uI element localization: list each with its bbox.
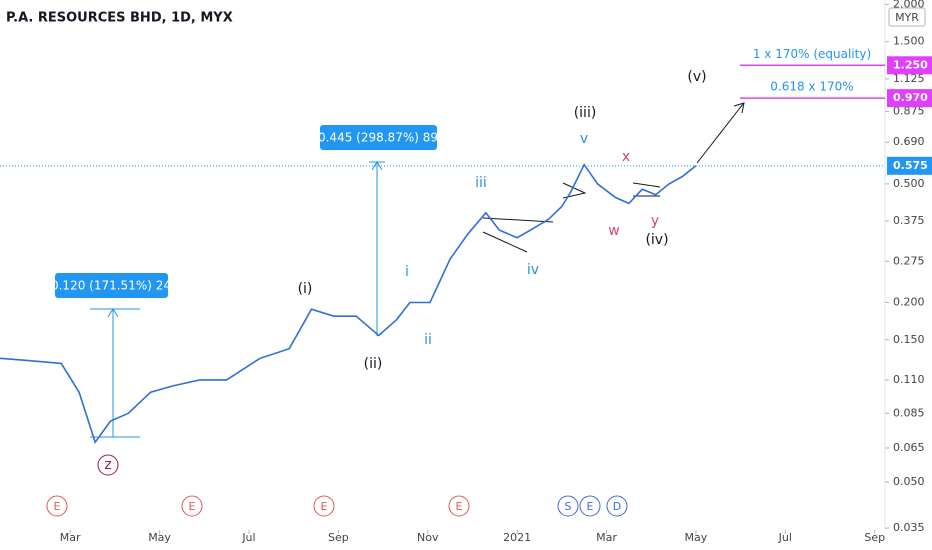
event-marker [313, 495, 335, 517]
event-marker [181, 495, 203, 517]
event-label: E [321, 500, 328, 513]
arrow-head [733, 102, 745, 114]
y-tick-label: 1.500 [893, 35, 925, 48]
wave-circle [97, 454, 119, 476]
event-label: E [54, 500, 61, 513]
x-tick-label: May [685, 531, 708, 544]
chart-title: P.A. RESOURCES BHD, 1D, MYX [6, 11, 233, 26]
x-tick-label: Sep [328, 531, 349, 544]
event-label: D [613, 500, 621, 513]
event-marker [448, 495, 470, 517]
y-tick-label: 0.875 [893, 104, 925, 117]
x-tick-label: Sep [864, 531, 885, 544]
target-box [887, 56, 932, 75]
y-tick-label: 0.065 [893, 441, 925, 454]
y-tick-label: 0.200 [893, 296, 925, 309]
x-tick-label: Jul [778, 531, 792, 544]
measure-label: 0.120 (171.51%) 24 [51, 279, 171, 293]
x-tick-label: Mar [596, 531, 617, 544]
x-tick-label: May [148, 531, 171, 544]
wave-label: (iv) [645, 232, 668, 248]
event-label: S [565, 500, 572, 513]
measure-arrow [107, 308, 119, 318]
currency: MYR [895, 11, 919, 24]
target-note: 0.618 x 170% [770, 80, 853, 94]
event-marker [579, 495, 601, 517]
measure-box [320, 125, 437, 150]
y-tick-label: 0.035 [893, 521, 925, 534]
projection-arrow [696, 103, 744, 164]
y-tick-label: 0.690 [893, 135, 925, 148]
target-note: 1 x 170% (equality) [753, 47, 871, 61]
wave-label: y [651, 213, 659, 229]
x-tick-label: Nov [417, 531, 439, 544]
last-price-label: 0.575 [893, 159, 928, 172]
y-tick-label: 0.085 [893, 406, 925, 419]
target-label: 1.250 [893, 58, 928, 71]
wave-label: (ii) [364, 356, 383, 372]
wave-label: i [405, 264, 409, 280]
event-label: E [189, 500, 196, 513]
y-tick-label: 1.125 [893, 72, 925, 85]
triangle-pattern [562, 182, 587, 199]
x-tick-label: Jul [241, 531, 255, 544]
price-line [0, 163, 697, 444]
wave-label: ii [424, 332, 432, 348]
event-label: E [587, 500, 594, 513]
wave-label: (i) [298, 281, 313, 297]
measure-arrow [371, 161, 383, 171]
y-tick-label: 0.375 [893, 214, 925, 227]
wave-label: v [580, 131, 588, 147]
triangle-pattern [632, 182, 661, 197]
y-tick-label: 0.050 [893, 475, 925, 488]
event-marker [46, 495, 68, 517]
wave-label: (v) [687, 69, 706, 85]
x-tick-label: 2021 [503, 531, 531, 544]
measure-box [55, 273, 168, 298]
event-label: E [456, 500, 463, 513]
triangle-pattern [482, 217, 554, 253]
x-tick-label: Mar [60, 531, 81, 544]
measure-label: 0.445 (298.87%) 89 [318, 131, 438, 145]
target-label: 0.970 [893, 91, 928, 104]
target-box [887, 89, 932, 108]
wave-label: x [622, 149, 630, 165]
y-tick-label: 0.275 [893, 254, 925, 267]
wave-label: z [104, 457, 111, 473]
wave-label: w [608, 223, 619, 239]
wave-label: (iii) [574, 105, 597, 121]
currency-box [888, 7, 926, 27]
event-marker [606, 495, 628, 517]
y-tick-label: 0.500 [893, 177, 925, 190]
wave-label: iv [527, 262, 539, 278]
y-tick-label: 0.110 [893, 373, 925, 386]
event-marker [557, 495, 579, 517]
wave-label: iii [475, 175, 487, 191]
y-tick-label: 2.000 [893, 0, 925, 10]
last-price-box [887, 156, 932, 175]
y-tick-label: 0.150 [893, 333, 925, 346]
